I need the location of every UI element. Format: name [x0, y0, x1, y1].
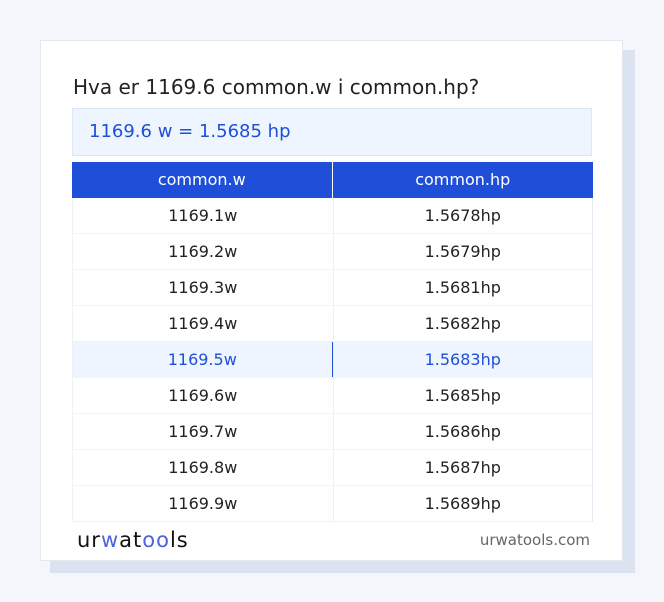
table-row: 1169.6w 1.5685hp	[72, 378, 593, 414]
site-link[interactable]: urwatools.com	[479, 531, 590, 549]
table-cell: 1.5686hp	[332, 414, 593, 449]
table-row: 1169.2w 1.5679hp	[72, 234, 593, 270]
conversion-table: common.w common.hp 1169.1w 1.5678hp 1169.2…	[72, 162, 593, 522]
table-row: 1169.5w 1.5683hp	[72, 342, 593, 378]
table-cell: 1.5682hp	[332, 306, 593, 341]
table-cell: 1169.1w	[72, 198, 333, 233]
table-cell: 1169.9w	[72, 486, 333, 521]
table-row: 1169.3w 1.5681hp	[72, 270, 593, 306]
table-cell: 1169.2w	[72, 234, 333, 269]
table-cell: 1.5687hp	[332, 450, 593, 485]
table-cell: 1.5679hp	[332, 234, 593, 269]
column-header: common.w	[72, 162, 333, 198]
table-body: 1169.1w 1.5678hp 1169.2w 1.5679hp 1169.3w 1.5…	[72, 198, 593, 522]
table-row: 1169.8w 1.5687hp	[72, 450, 593, 486]
table-cell: 1169.6w	[72, 378, 333, 413]
table-row: 1169.1w 1.5678hp	[72, 198, 593, 234]
converter-card: Hva er 1169.6 common.w i common.hp? 1169…	[40, 40, 623, 561]
table-cell: 1.5678hp	[332, 198, 593, 233]
table-cell: 1.5681hp	[332, 270, 593, 305]
table-cell: 1169.5w	[72, 342, 333, 377]
table-cell: 1.5685hp	[332, 378, 593, 413]
table-header-row: common.w common.hp	[72, 162, 593, 198]
table-row: 1169.4w 1.5682hp	[72, 306, 593, 342]
table-row: 1169.9w 1.5689hp	[72, 486, 593, 522]
page-title: Hva er 1169.6 common.w i common.hp?	[73, 75, 480, 99]
table-cell: 1169.8w	[72, 450, 333, 485]
table-cell: 1169.7w	[72, 414, 333, 449]
table-row: 1169.7w 1.5686hp	[72, 414, 593, 450]
column-header: common.hp	[415, 170, 511, 189]
table-cell: 1.5689hp	[332, 486, 593, 521]
table-cell: 1.5683hp	[332, 342, 593, 377]
table-cell: 1169.4w	[72, 306, 333, 341]
urwatools-logo[interactable]: urwatools	[77, 528, 189, 552]
table-cell: 1169.3w	[72, 270, 333, 305]
result-box: 1169.6 w = 1.5685 hp	[72, 108, 592, 156]
